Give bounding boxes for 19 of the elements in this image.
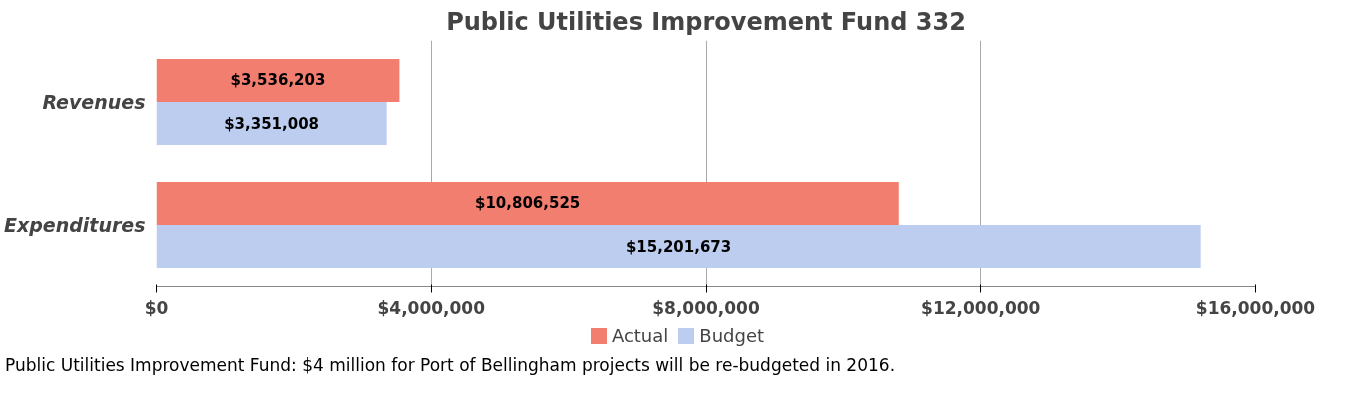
data-label: $10,806,525 (474, 194, 581, 213)
data-label: $3,351,008 (224, 114, 320, 133)
x-tick-label: $16,000,000 (1195, 297, 1316, 318)
data-label: $15,201,673 (625, 237, 732, 256)
bar (156, 181, 899, 225)
chart-title: Public Utilities Improvement Fund 332 (446, 7, 966, 36)
legend-label: Actual (611, 325, 669, 347)
y-tick-label: Revenues (42, 91, 146, 113)
x-tick-label: $0 (144, 297, 169, 318)
x-tick-label: $4,000,000 (377, 297, 486, 318)
bar (156, 225, 1201, 269)
x-tick-label: $8,000,000 (652, 297, 760, 318)
y-tick-label: Expenditures (3, 214, 146, 236)
bar (156, 102, 387, 146)
x-tick-label: $12,000,000 (921, 297, 1041, 318)
bar (156, 58, 400, 102)
data-label: $3,536,203 (230, 71, 326, 90)
legend-label: Budget (699, 325, 765, 347)
text: Public Utilities Improvement Fund: $4 million for Port of Bellingham projects will be re-budgeted in 2016. (5, 353, 896, 377)
